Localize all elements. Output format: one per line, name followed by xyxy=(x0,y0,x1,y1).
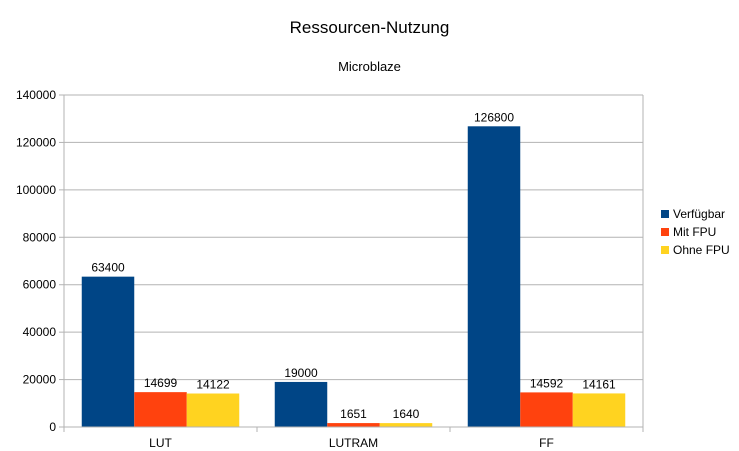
legend-label: Ohne FPU xyxy=(673,243,730,257)
y-tick-label: 100000 xyxy=(16,183,56,197)
bar xyxy=(274,381,328,427)
data-label: 126800 xyxy=(474,110,514,124)
bar xyxy=(81,276,135,427)
legend: Verfügbar Mit FPU Ohne FPU xyxy=(661,205,730,259)
legend-swatch xyxy=(661,210,669,218)
legend-label: Mit FPU xyxy=(673,225,717,239)
data-label: 14122 xyxy=(196,378,230,392)
data-label: 63400 xyxy=(91,261,125,275)
legend-swatch xyxy=(661,228,669,236)
bar xyxy=(327,423,380,427)
bar xyxy=(572,393,626,427)
y-tick-label: 60000 xyxy=(23,278,57,292)
x-tick-label: LUT xyxy=(149,436,172,450)
bar xyxy=(379,423,433,427)
legend-item-ohne-fpu: Ohne FPU xyxy=(661,241,730,259)
legend-label: Verfügbar xyxy=(673,207,726,221)
y-tick-label: 40000 xyxy=(23,325,57,339)
bar xyxy=(186,393,240,427)
y-tick-label: 120000 xyxy=(16,135,56,149)
data-label: 14592 xyxy=(530,376,564,390)
y-tick-label: 0 xyxy=(49,420,56,434)
chart-title: Ressourcen-Nutzung xyxy=(289,18,450,37)
x-tick-label: LUTRAM xyxy=(329,436,378,450)
legend-item-verfuegbar: Verfügbar xyxy=(661,205,730,223)
x-tick-label: FF xyxy=(539,436,554,450)
data-label: 14699 xyxy=(144,376,178,390)
y-tick-label: 80000 xyxy=(23,230,57,244)
legend-swatch xyxy=(661,246,669,254)
bar xyxy=(467,126,521,427)
data-label: 1640 xyxy=(393,407,420,421)
legend-item-mit-fpu: Mit FPU xyxy=(661,223,730,241)
y-tick-label: 140000 xyxy=(16,88,56,102)
y-tick-label: 20000 xyxy=(23,373,57,387)
bar xyxy=(134,392,187,427)
chart-subtitle: Microblaze xyxy=(338,59,401,74)
data-label: 14161 xyxy=(582,377,616,391)
data-label: 19000 xyxy=(284,366,318,380)
data-label: 1651 xyxy=(340,407,367,421)
bar xyxy=(520,392,573,427)
